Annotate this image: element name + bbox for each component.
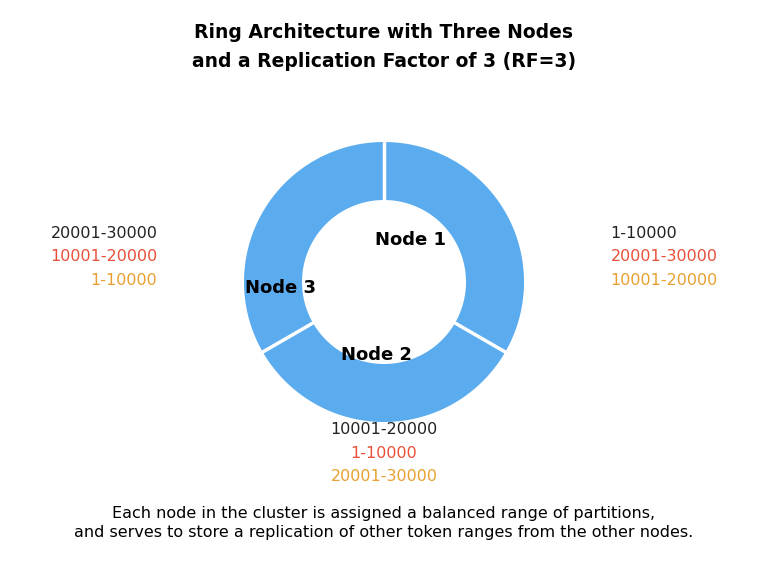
Polygon shape	[384, 142, 524, 352]
Text: and a Replication Factor of 3 (RF=3): and a Replication Factor of 3 (RF=3)	[192, 52, 576, 71]
Text: 20001-30000: 20001-30000	[51, 226, 157, 241]
Text: 10001-20000: 10001-20000	[330, 422, 438, 437]
Text: 20001-30000: 20001-30000	[330, 469, 438, 484]
Text: 10001-20000: 10001-20000	[611, 273, 718, 288]
Text: Node 2: Node 2	[341, 346, 412, 364]
Text: Node 3: Node 3	[245, 279, 316, 297]
Text: and serves to store a replication of other token ranges from the other nodes.: and serves to store a replication of oth…	[74, 526, 694, 540]
Polygon shape	[263, 323, 505, 422]
Text: 1-10000: 1-10000	[351, 446, 417, 461]
Text: 1-10000: 1-10000	[611, 226, 677, 241]
Text: 10001-20000: 10001-20000	[50, 249, 157, 265]
Text: 1-10000: 1-10000	[91, 273, 157, 288]
Text: Node 1: Node 1	[376, 231, 446, 249]
Text: Ring Architecture with Three Nodes: Ring Architecture with Three Nodes	[194, 23, 574, 42]
Text: 20001-30000: 20001-30000	[611, 249, 717, 265]
Polygon shape	[244, 142, 384, 352]
Text: Each node in the cluster is assigned a balanced range of partitions,: Each node in the cluster is assigned a b…	[112, 506, 656, 521]
